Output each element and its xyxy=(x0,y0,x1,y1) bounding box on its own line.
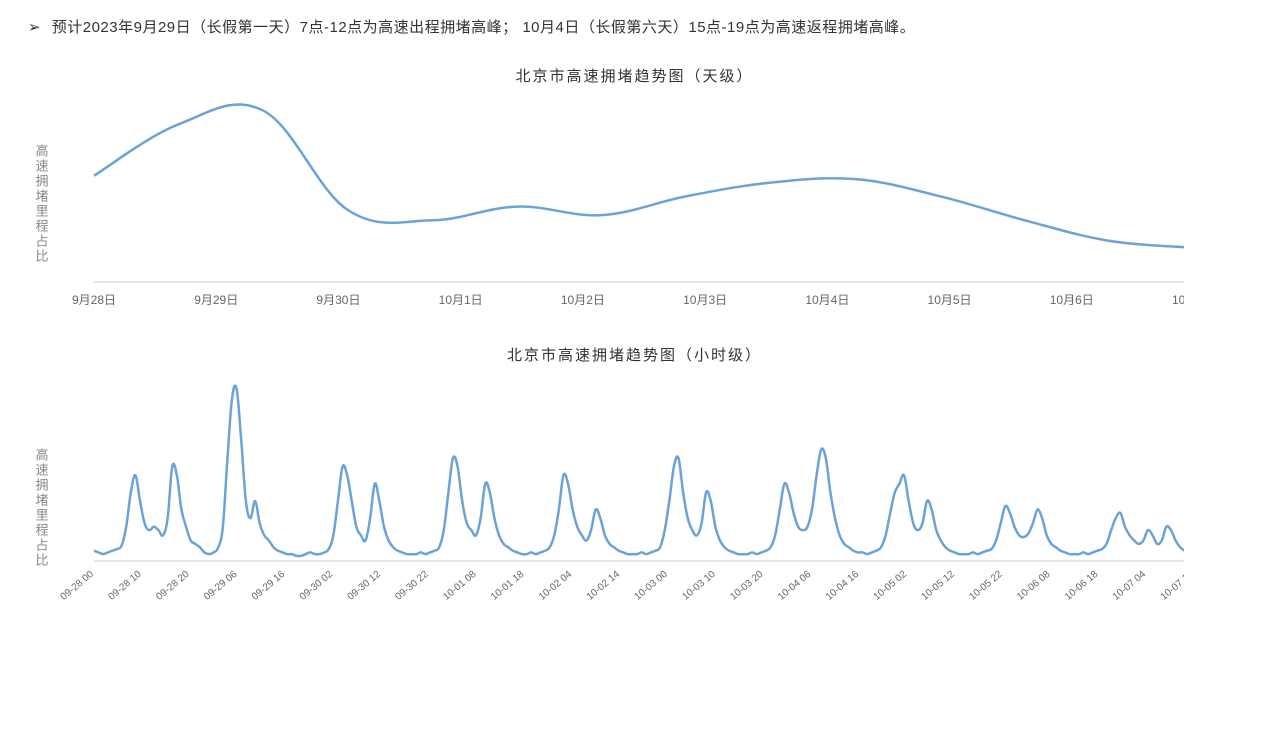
chart2-x-tick: 09-28 10 xyxy=(106,569,144,603)
chart2-x-tick: 10-05 12 xyxy=(919,569,957,603)
chart2-x-tick: 10-01 08 xyxy=(441,569,479,603)
chart2-x-tick: 09-29 06 xyxy=(202,569,240,603)
chart1-x-tick: 9月30日 xyxy=(316,293,360,307)
chart2-x-tick: 10-03 20 xyxy=(728,569,766,603)
chart1-x-tick: 10月5日 xyxy=(928,293,972,307)
chart1-x-tick: 10月2日 xyxy=(561,293,605,307)
chart1-x-tick: 10月6日 xyxy=(1050,293,1094,307)
chart2-plot: 09-28 00 09-28 10 09-28 20 09-29 06 09-29 16… xyxy=(54,373,1241,643)
chart1-x-tick: 10月7日 xyxy=(1172,293,1184,307)
header-note-text: 预计2023年9月29日（长假第一天）7点-12点为高速出程拥堵高峰； 10月4… xyxy=(52,19,915,36)
daily-chart: 北京市高速拥堵趋势图（天级） 高速拥堵里程占比 9月28日 9月29日 9月30日 1… xyxy=(28,65,1241,314)
chart2-x-tick: 09-30 12 xyxy=(346,569,384,603)
chart2-series xyxy=(94,386,1184,556)
chart2-x-tick: 09-29 16 xyxy=(250,569,288,603)
chart2-x-tick: 10-04 16 xyxy=(824,569,862,603)
chart2-x-tick: 09-28 20 xyxy=(154,569,192,603)
chart2-x-tick: 10-02 04 xyxy=(537,569,575,603)
chart2-x-tick: 09-30 02 xyxy=(298,569,336,603)
chart2-x-tick: 10-07 14 xyxy=(1159,569,1184,603)
chart2-x-tick: 09-30 22 xyxy=(393,569,431,603)
chart2-title: 北京市高速拥堵趋势图（小时级） xyxy=(28,344,1241,365)
chart2-x-tick: 10-02 14 xyxy=(585,569,623,603)
chart2-x-tick: 10-04 06 xyxy=(776,569,814,603)
chart2-x-tick: 10-06 18 xyxy=(1063,569,1101,603)
chart1-title: 北京市高速拥堵趋势图（天级） xyxy=(28,65,1241,86)
chart1-x-tick: 9月28日 xyxy=(72,293,116,307)
chart2-x-tick: 10-01 18 xyxy=(489,569,527,603)
chart1-x-tick: 10月3日 xyxy=(683,293,727,307)
bullet-arrow-icon: ➢ xyxy=(28,19,41,36)
chart2-ylabel: 高速拥堵里程占比 xyxy=(28,373,54,643)
chart2-x-tick: 09-28 00 xyxy=(59,569,97,603)
hourly-chart: 北京市高速拥堵趋势图（小时级） 高速拥堵里程占比 09-28 00 09-28 1… xyxy=(28,344,1241,643)
chart1-x-tick: 10月1日 xyxy=(439,293,483,307)
chart1-x-tick: 10月4日 xyxy=(805,293,849,307)
chart2-x-tick: 10-05 22 xyxy=(967,569,1005,603)
chart2-x-tick: 10-05 02 xyxy=(872,569,910,603)
chart1-x-tick: 9月29日 xyxy=(194,293,238,307)
chart1-ylabel: 高速拥堵里程占比 xyxy=(28,94,54,314)
chart1-plot: 9月28日 9月29日 9月30日 10月1日 10月2日 10月3日 10月4日 10月5日… xyxy=(54,94,1241,314)
header-note: ➢ 预计2023年9月29日（长假第一天）7点-12点为高速出程拥堵高峰； 10… xyxy=(28,16,1241,37)
chart1-series xyxy=(94,104,1184,247)
chart2-x-tick: 10-06 08 xyxy=(1015,569,1053,603)
chart2-x-tick: 10-03 10 xyxy=(680,569,718,603)
chart2-x-tick: 10-03 00 xyxy=(633,569,671,603)
chart2-x-tick: 10-07 04 xyxy=(1111,569,1149,603)
